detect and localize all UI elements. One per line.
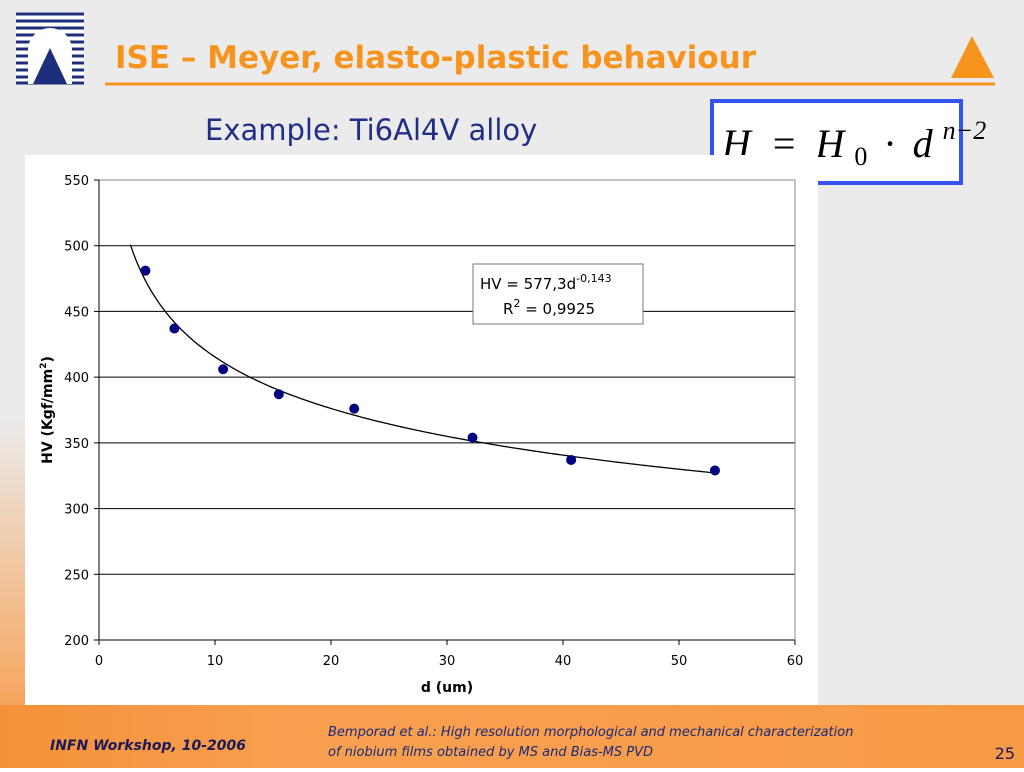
subtitle: Example: Ti6Al4V alloy [205, 113, 537, 147]
data-point [140, 265, 151, 276]
footer-left: INFN Workshop, 10-2006 [50, 738, 246, 754]
r-squared-part: 2 [513, 297, 520, 310]
slide-title: ISE – Meyer, elasto-plastic behaviour [115, 40, 757, 76]
r-squared-part: 0,9925 [543, 300, 596, 318]
citation: Bemporad et al.: High resolution morphol… [328, 725, 853, 740]
r-squared-part: R [503, 300, 513, 318]
citation: of niobium films obtained by MS and Bias… [328, 745, 653, 760]
data-point [273, 389, 284, 400]
formula-part: H [814, 121, 846, 166]
y-axis-title-part: 2 [39, 363, 49, 369]
x-tick-label: 50 [671, 654, 688, 669]
y-tick-label: 250 [64, 568, 89, 583]
data-point [349, 403, 360, 414]
page-number: 25 [995, 744, 1015, 763]
x-axis-title: d (um) [421, 680, 473, 696]
data-point [467, 432, 478, 443]
formula-part: = [773, 121, 796, 166]
logo [16, 12, 84, 85]
data-point [218, 364, 229, 375]
equation-part: -0,143 [576, 272, 611, 285]
y-axis-title: HV (Kgf/mm2) [39, 356, 56, 464]
formula-part: n−2 [943, 116, 987, 145]
formula-part: · [883, 121, 896, 166]
y-tick-label: 400 [64, 371, 89, 386]
formula-part: d [913, 121, 934, 166]
chart: 200 250 300 350 400 450 500 550 0 10 20 30 40 50 60 d (… [39, 174, 803, 696]
equation-part: 577,3 [524, 275, 567, 293]
footer-band [0, 705, 1024, 768]
x-tick-label: 20 [323, 654, 340, 669]
equation-part: HV = [480, 275, 524, 293]
x-tick-label: 40 [555, 654, 572, 669]
y-tick-label: 200 [64, 634, 89, 649]
x-tick-label: 30 [439, 654, 456, 669]
equation-box [472, 263, 644, 325]
y-axis-title-part: HV (Kgf/mm [40, 369, 56, 464]
r-squared-part: = [520, 300, 542, 318]
y-tick-label: 550 [64, 174, 89, 189]
formula-part: 0 [854, 142, 867, 171]
y-tick-label: 450 [64, 305, 89, 320]
x-tick-label: 60 [787, 654, 804, 669]
equation-part: d [567, 275, 577, 293]
r-squared: R2 = 0,9925 [503, 297, 595, 318]
chart-panel [25, 155, 818, 705]
corner-triangle [951, 36, 994, 78]
data-point [566, 454, 577, 465]
y-tick-label: 300 [64, 503, 89, 518]
x-tick-label: 10 [207, 654, 224, 669]
data-point [709, 465, 720, 476]
equation: HV = 577,3d-0,143 [480, 272, 612, 293]
trendline [129, 244, 716, 474]
x-tick-label: 0 [95, 654, 103, 669]
y-axis-title-part: ) [40, 356, 56, 362]
data-point [169, 323, 180, 334]
y-tick-label: 500 [64, 240, 89, 255]
y-tick-label: 350 [64, 437, 89, 452]
